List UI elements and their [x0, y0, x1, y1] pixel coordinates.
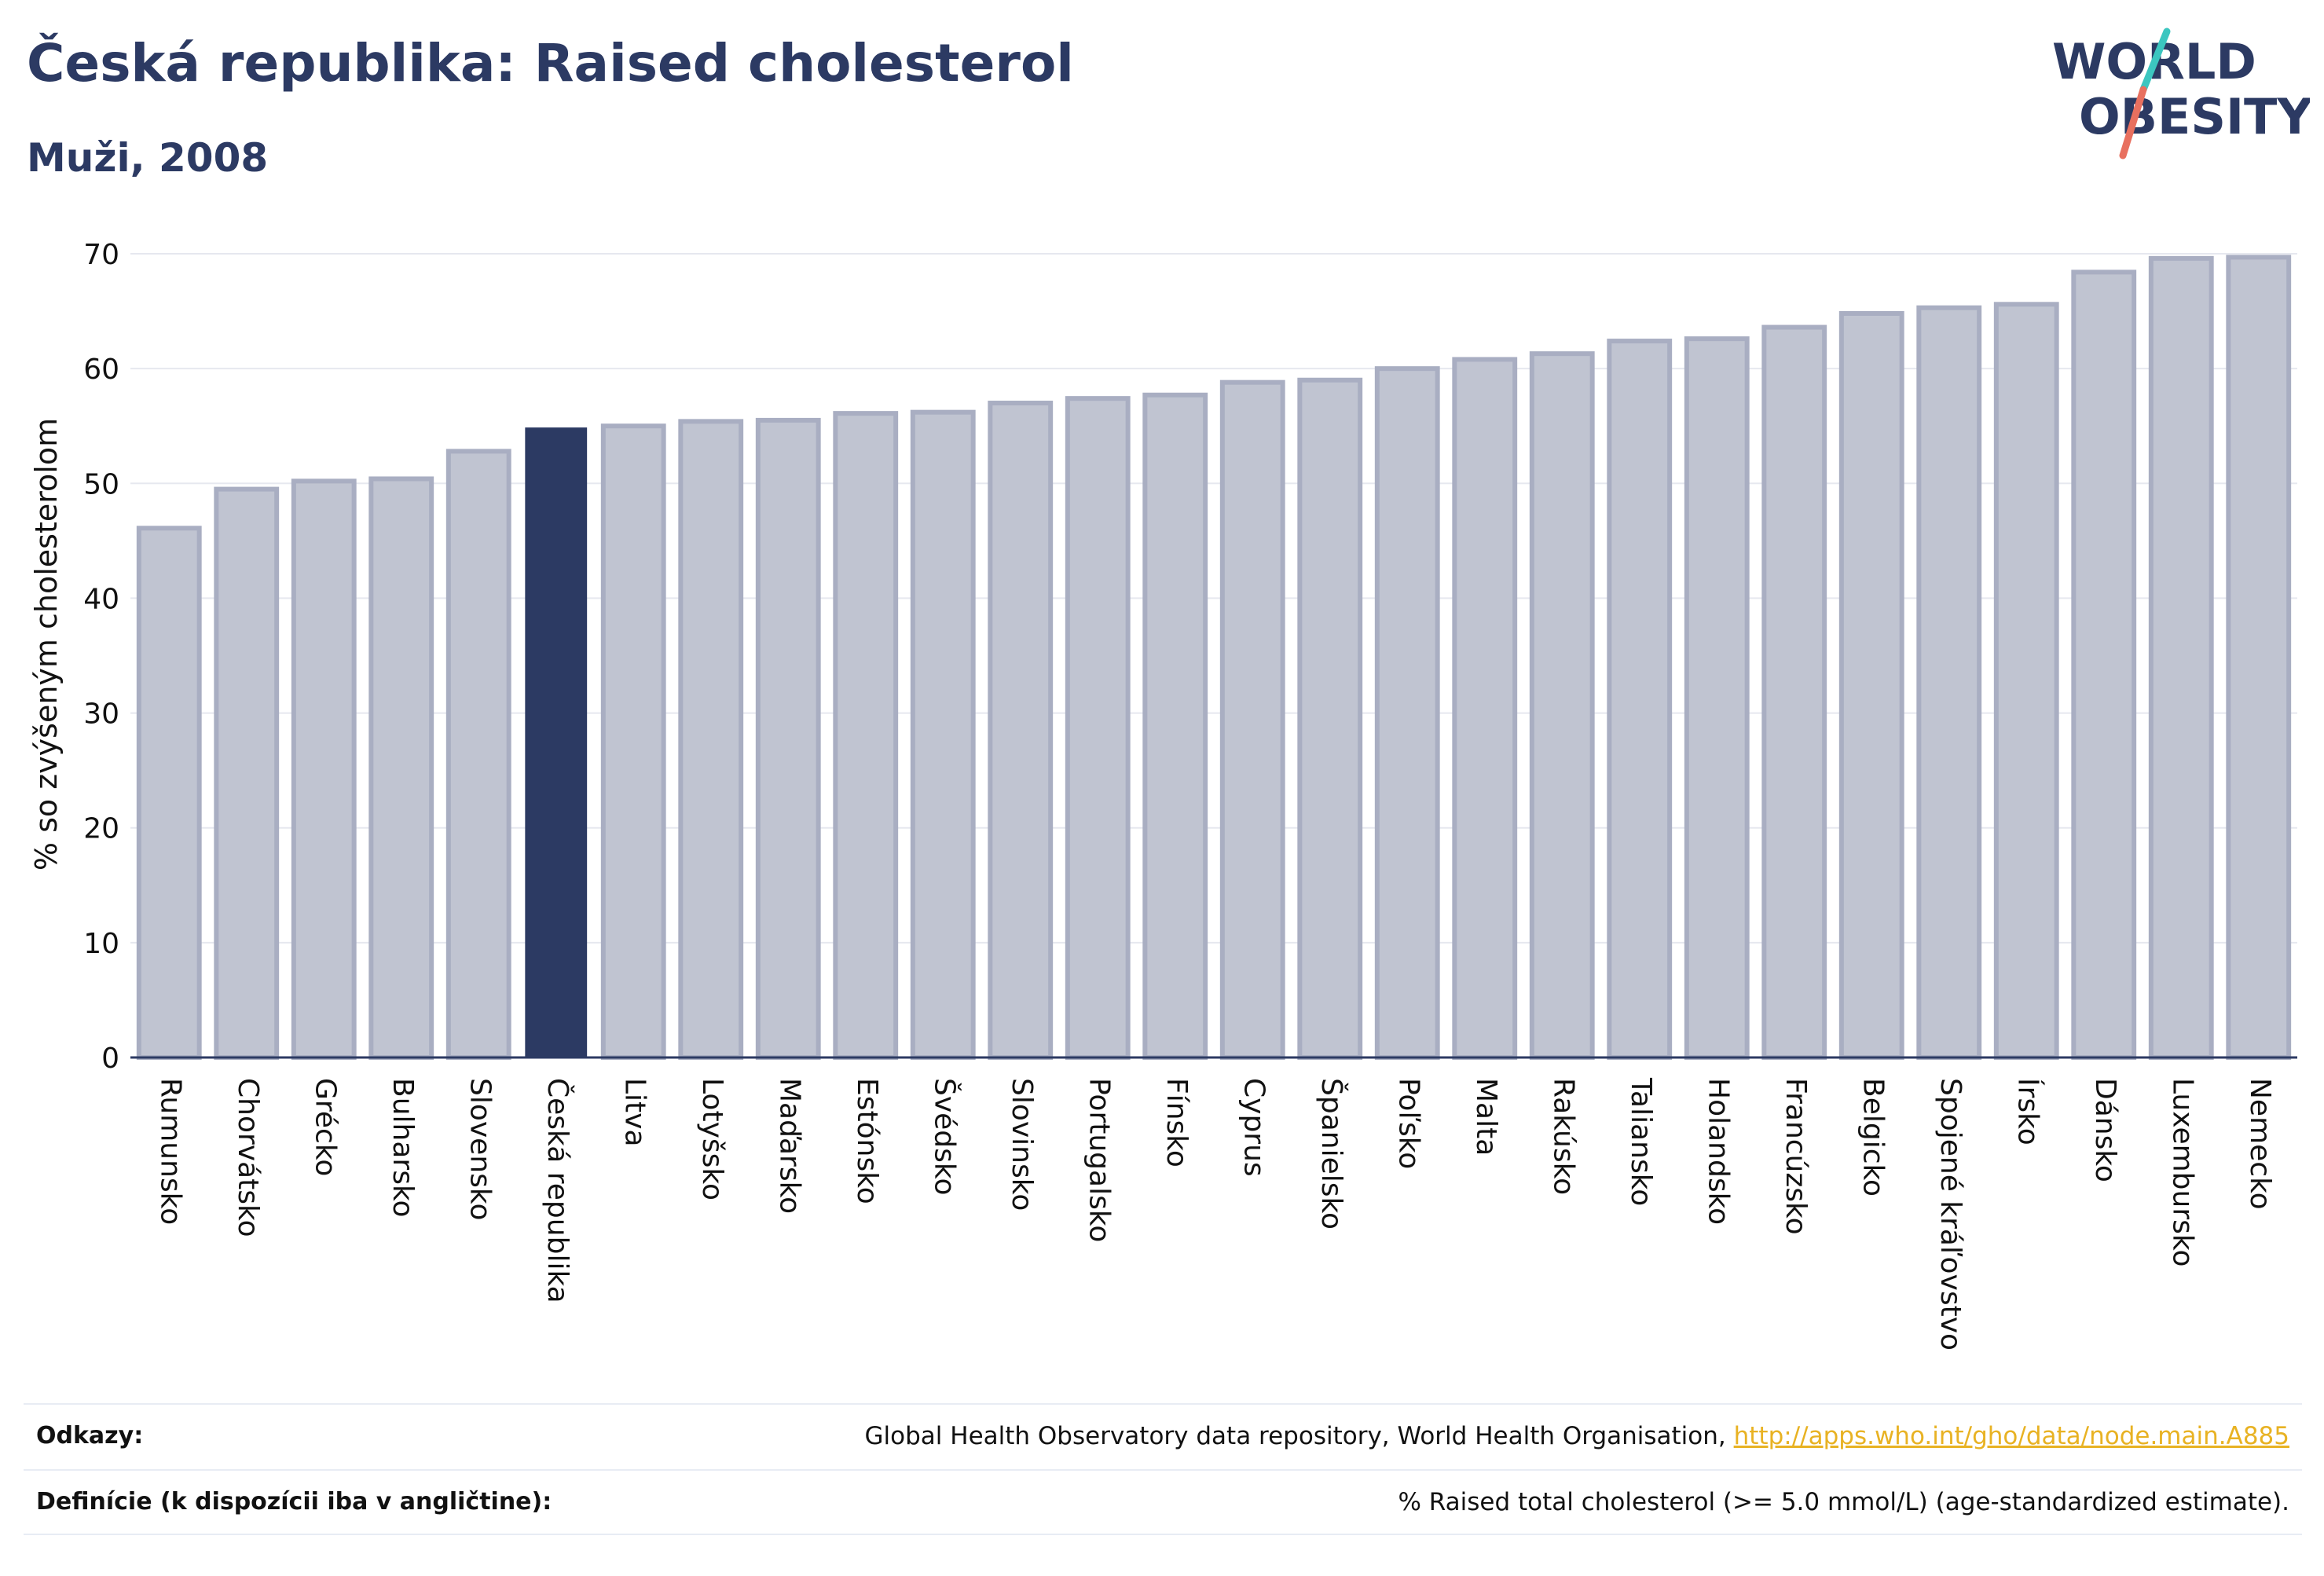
bar	[1452, 357, 1518, 1060]
x-tick-label: Grécko	[309, 1078, 341, 1176]
bar	[678, 419, 744, 1060]
y-tick-label: 0	[101, 1043, 119, 1075]
y-tick-label: 10	[83, 928, 119, 960]
x-tick-label: Dánsko	[2089, 1078, 2121, 1182]
x-tick-label: Belgicko	[1857, 1078, 1889, 1197]
bar	[833, 411, 899, 1060]
x-tick-label: Švédsko	[928, 1078, 961, 1196]
x-tick-label: Rakúsko	[1547, 1078, 1579, 1195]
bar	[214, 486, 280, 1060]
bar	[1219, 379, 1285, 1060]
bar	[1065, 396, 1131, 1060]
bar	[1684, 336, 1750, 1061]
bar-chart: 0 10 20 30 40 50 60 70 Rumunsko Chorvátsko Grécko…	[29, 239, 2297, 1351]
y-tick-label: 30	[83, 698, 119, 731]
x-tick-label: Lotyšsko	[696, 1078, 728, 1200]
y-tick-label: 20	[83, 813, 119, 845]
definitions-label: Definície (k dispozícii iba v angličtine…	[36, 1488, 552, 1516]
x-tick-label: Luxembursko	[2166, 1078, 2198, 1266]
x-tick-label: Portugalsko	[1083, 1078, 1115, 1242]
x-tick-label: Francúzsko	[1780, 1078, 1812, 1235]
bar	[1607, 339, 1673, 1061]
bar	[2226, 255, 2292, 1060]
references-label: Odkazy:	[36, 1422, 144, 1450]
x-tick-label: Cyprus	[1237, 1078, 1270, 1177]
bar	[1761, 324, 1827, 1060]
bar	[1916, 305, 1982, 1060]
x-tick-label: Fínsko	[1160, 1078, 1193, 1167]
x-tick-label: Bulharsko	[387, 1078, 419, 1218]
y-tick-labels: 0 10 20 30 40 50 60 70	[83, 239, 119, 1075]
bar	[2071, 269, 2137, 1060]
y-axis-label: % so zvýšeným cholesterolom	[29, 418, 64, 870]
logo-line-2: OBESITY	[2079, 88, 2310, 145]
bar	[1838, 310, 1904, 1061]
chart-title: Česká republika: Raised cholesterol	[27, 33, 1074, 93]
x-tick-label: Estónsko	[851, 1078, 883, 1204]
references-value: Global Health Observatory data repositor…	[865, 1422, 2289, 1450]
references-text: Global Health Observatory data repositor…	[864, 1422, 1734, 1450]
x-tick-label: Malta	[1470, 1078, 1502, 1156]
bar	[1529, 351, 1595, 1060]
x-tick-label: Poľsko	[1392, 1078, 1424, 1169]
bar	[1374, 366, 1440, 1060]
bar	[2148, 255, 2214, 1060]
logo-slash-teal	[2139, 27, 2171, 93]
x-tick-label: Holandsko	[1702, 1078, 1734, 1225]
references-link[interactable]: http://apps.who.int/gho/data/node.main.A…	[1733, 1422, 2289, 1450]
definitions-row: Definície (k dispozícii iba v angličtine…	[24, 1469, 2302, 1535]
references-row: Odkazy: Global Health Observatory data r…	[24, 1403, 2302, 1468]
y-tick-label: 60	[83, 354, 119, 386]
x-tick-label: Maďarsko	[773, 1078, 805, 1214]
bars	[136, 255, 2292, 1061]
bar	[368, 476, 434, 1060]
y-tick-label: 70	[83, 239, 119, 271]
bar	[600, 423, 666, 1060]
x-tick-label: Spojené kráľovstvo	[1934, 1078, 1967, 1351]
x-tick-label: Česká republika	[541, 1078, 574, 1303]
x-tick-label: Slovinsko	[1006, 1078, 1038, 1211]
bar	[1993, 302, 2059, 1060]
x-tick-label: Rumunsko	[154, 1078, 186, 1225]
x-tick-label: Litva	[618, 1078, 651, 1147]
x-tick-label: Chorvátsko	[232, 1078, 264, 1237]
x-tick-label: Slovensko	[464, 1078, 496, 1221]
bar	[910, 409, 976, 1060]
y-tick-label: 40	[83, 583, 119, 615]
bar	[136, 526, 202, 1060]
definitions-value: % Raised total cholesterol (>= 5.0 mmol/…	[1398, 1488, 2289, 1516]
y-tick-label: 50	[83, 468, 119, 500]
bar	[445, 449, 511, 1060]
bar	[1297, 377, 1363, 1060]
x-tick-labels: Rumunsko Chorvátsko Grécko Bulharsko Slovens…	[154, 1077, 2276, 1351]
world-obesity-logo: WORLD OBESITY	[2052, 27, 2310, 159]
logo-slash-coral	[2119, 86, 2147, 159]
bar	[988, 400, 1054, 1060]
bar	[755, 417, 821, 1060]
x-tick-label: Taliansko	[1625, 1077, 1657, 1206]
x-tick-label: Írsko	[2011, 1078, 2044, 1145]
bar-highlight	[525, 427, 588, 1058]
bar	[1142, 392, 1208, 1060]
x-tick-label: Španielsko	[1315, 1078, 1348, 1230]
chart-subtitle: Muži, 2008	[27, 135, 269, 181]
x-tick-label: Nemecko	[2244, 1078, 2276, 1210]
bar	[291, 478, 357, 1060]
